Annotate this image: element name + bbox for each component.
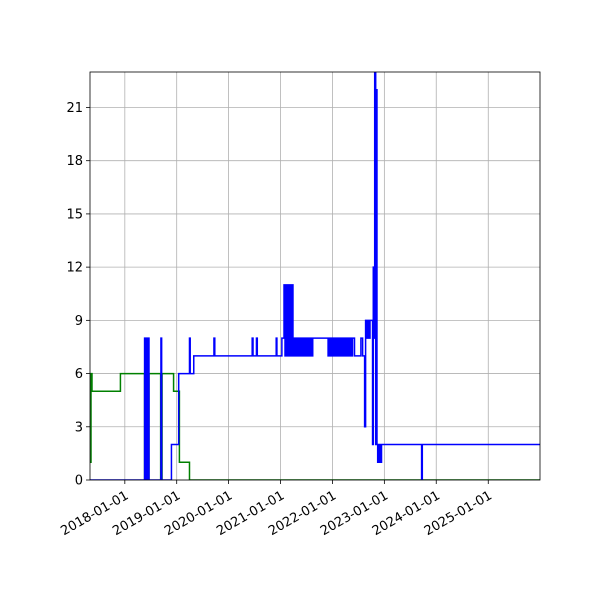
y-tick-label: 18 [66,154,83,169]
y-tick-label: 6 [75,367,83,382]
y-tick-label: 3 [75,420,83,435]
plot-frame [89,71,541,481]
y-tick-label: 9 [75,314,83,329]
series-line-2 [90,72,540,480]
series-line-1 [90,372,540,480]
y-tick-label: 12 [66,261,83,276]
y-tick-label: 21 [66,101,83,116]
y-tick-label: 0 [75,474,83,489]
y-tick-label: 15 [66,207,83,222]
series-layer [90,72,540,480]
y-axis: 0 3 6 9 12 15 18 21 [66,101,90,489]
